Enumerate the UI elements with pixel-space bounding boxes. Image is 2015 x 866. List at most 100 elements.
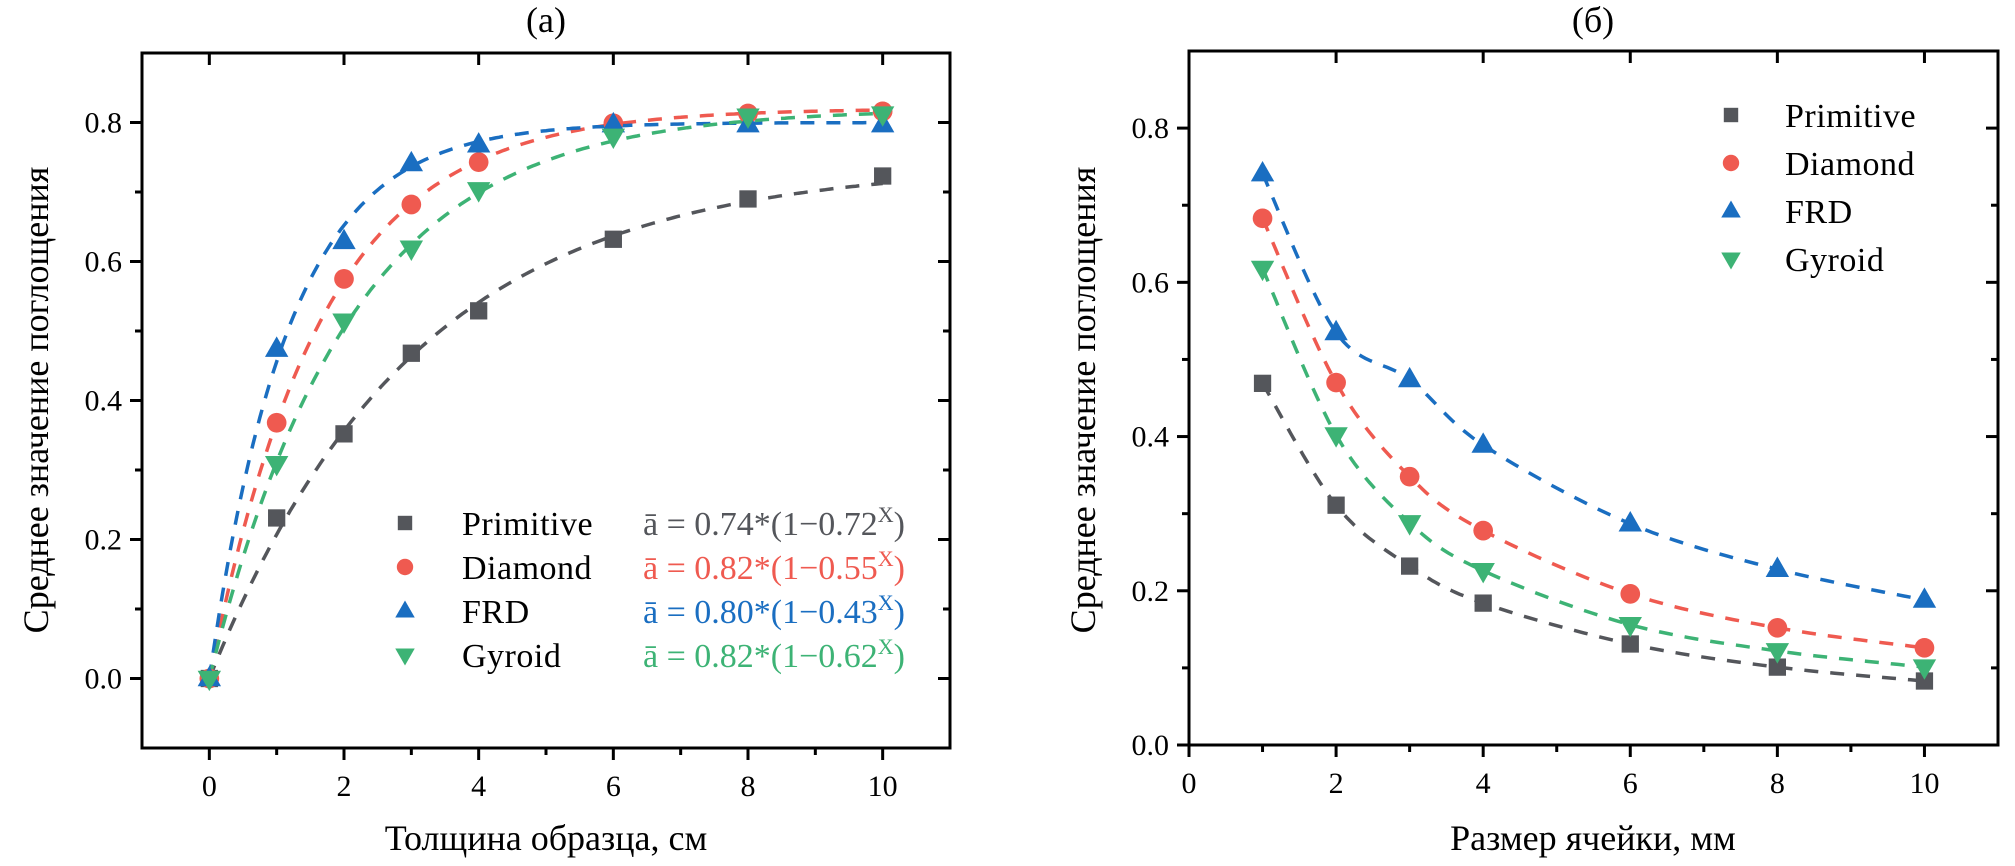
panel-b-point-frd — [1912, 587, 1937, 608]
panel-b-fit-curve-gyroid — [1260, 267, 1925, 669]
panel-a-x-tick-label: 8 — [741, 770, 756, 803]
panel-a-x-tick-label: 10 — [868, 770, 898, 803]
legend-b-marker-frd — [1721, 200, 1741, 218]
panel-a-point-gyroid — [736, 108, 760, 129]
panel-b-point-diamond — [1326, 372, 1346, 393]
legend-b-label-gyroid: Gyroid — [1785, 242, 1884, 279]
panel-b-point-primitive — [1253, 374, 1272, 392]
panel-a-point-frd — [466, 132, 491, 153]
panel-b-point-frd — [1471, 432, 1495, 453]
panel-b-title: (б) — [1572, 0, 1614, 40]
panel-a-point-primitive — [874, 167, 892, 185]
legend-a-label-diamond: Diamond — [462, 550, 592, 587]
panel-a-y-tick-label: 0.4 — [85, 385, 123, 418]
panel-b-point-frd — [1765, 556, 1790, 577]
panel-a-point-diamond — [266, 412, 287, 433]
legend-b-label-frd: FRD — [1785, 194, 1853, 231]
panel-b-point-primitive — [1768, 658, 1787, 676]
panel-a-point-gyroid — [601, 128, 626, 150]
panel-b-point-gyroid — [1471, 562, 1495, 584]
panel-b-x-axis-title: Размер ячейки, мм — [1450, 818, 1736, 858]
panel-b-point-gyroid — [1250, 260, 1275, 282]
panel-a-point-primitive — [604, 230, 622, 248]
panel-a-point-gyroid — [332, 313, 356, 334]
panel-b-x-tick-label: 2 — [1329, 767, 1344, 800]
panel-a-point-primitive — [402, 344, 420, 362]
panel-b-x-tick-label: 10 — [1909, 767, 1939, 800]
panel-b-point-gyroid — [1618, 616, 1642, 638]
panel-b-y-tick-label: 0.8 — [1132, 112, 1170, 145]
panel-a-fit-curve-frd — [207, 120, 883, 679]
legend-a-equation-diamond: ā = 0.82*(1−0.55X) — [643, 546, 905, 587]
panel-a-point-diamond — [401, 194, 422, 215]
panel-a-point-frd — [264, 336, 289, 357]
panel-b-point-primitive — [1915, 672, 1934, 690]
panel-a-chart: (a) Толщина образца, см Среднее значение… — [16, 0, 952, 858]
panel-a-fit-curve-primitive — [207, 181, 883, 680]
panel-b-y-tick-label: 0.2 — [1132, 575, 1170, 608]
panel-b-fit-curve-frd — [1260, 172, 1925, 602]
panel-b-point-diamond — [1620, 584, 1641, 604]
panel-b-point-gyroid — [1397, 515, 1422, 536]
legend-a-equation-frd: ā = 0.80*(1−0.43X) — [643, 590, 905, 631]
panel-b-fit-curve-primitive — [1260, 382, 1925, 683]
panel-a-point-primitive — [739, 190, 757, 208]
panel-b-point-gyroid — [1912, 659, 1937, 680]
panel-b-point-frd — [1324, 319, 1348, 341]
panel-a-point-frd — [601, 111, 626, 133]
legend-b-marker-gyroid — [1721, 252, 1741, 270]
panel-b-point-diamond — [1473, 520, 1494, 541]
legend-a-marker-primitive — [397, 515, 413, 531]
panel-a-y-tick-label: 0.6 — [85, 246, 123, 279]
panel-a-point-gyroid — [197, 670, 222, 692]
panel-a-x-tick-label: 4 — [471, 770, 486, 803]
panel-a-point-frd — [332, 228, 356, 250]
panel-b-x-tick-label: 0 — [1182, 767, 1197, 800]
panel-a-point-gyroid — [399, 240, 424, 261]
legend-a-marker-gyroid — [395, 648, 415, 666]
panel-a-point-primitive — [335, 425, 353, 443]
panel-a-y-tick-label: 0.0 — [85, 663, 123, 696]
panel-a-y-tick-label: 0.2 — [85, 524, 123, 557]
panel-a-y-axis-title: Среднее значение поглощения — [16, 167, 56, 634]
panel-b-point-gyroid — [1765, 643, 1790, 664]
legend-a-label-frd: FRD — [462, 594, 530, 631]
legend-a-equation-primitive: ā = 0.74*(1−0.72X) — [643, 502, 905, 543]
panel-b-point-diamond — [1767, 617, 1788, 638]
panel-b-chart: (б) Размер ячейки, мм Среднее значение п… — [1063, 0, 2000, 858]
panel-b-point-diamond — [1252, 208, 1273, 229]
panel-a-x-tick-label: 6 — [606, 770, 621, 803]
legend-a-marker-diamond — [396, 558, 414, 576]
legend-b-marker-diamond — [1722, 154, 1740, 172]
panel-a-title: (a) — [526, 0, 566, 40]
panel-a-x-tick-label: 0 — [202, 770, 217, 803]
panel-a-point-gyroid — [466, 182, 491, 203]
legend-b-marker-primitive — [1723, 107, 1739, 123]
legend-b-label-diamond: Diamond — [1785, 146, 1915, 183]
legend-a-label-gyroid: Gyroid — [462, 638, 561, 675]
panel-b-x-tick-label: 4 — [1476, 767, 1491, 800]
panel-a-y-tick-label: 0.8 — [85, 107, 123, 140]
panel-a-point-gyroid — [870, 106, 895, 127]
panel-b-x-tick-label: 6 — [1623, 767, 1638, 800]
panel-a-point-frd — [399, 150, 424, 172]
legend-a-equation-gyroid: ā = 0.82*(1−0.62X) — [643, 634, 905, 675]
panel-b-point-frd — [1250, 160, 1275, 182]
legend-a-label-primitive: Primitive — [462, 506, 593, 543]
panel-b-point-frd — [1618, 511, 1642, 532]
legend-b-label-primitive: Primitive — [1785, 98, 1916, 135]
panel-a-point-diamond — [468, 152, 489, 172]
panel-b-point-diamond — [1914, 638, 1935, 658]
panel-a-point-gyroid — [264, 455, 289, 477]
panel-b-point-primitive — [1621, 635, 1639, 653]
panel-a-point-diamond — [334, 269, 354, 289]
panel-b-point-frd — [1397, 366, 1422, 388]
panel-a-point-primitive — [268, 509, 286, 527]
panel-b-y-axis-title: Среднее значение поглощения — [1063, 167, 1103, 634]
panel-b-fit-curve-diamond — [1260, 217, 1925, 650]
panel-b-y-tick-label: 0.4 — [1132, 421, 1170, 454]
legend-a-marker-frd — [395, 600, 415, 618]
panel-b-point-primitive — [1474, 594, 1492, 612]
panel-a-fit-curve-diamond — [207, 108, 883, 679]
